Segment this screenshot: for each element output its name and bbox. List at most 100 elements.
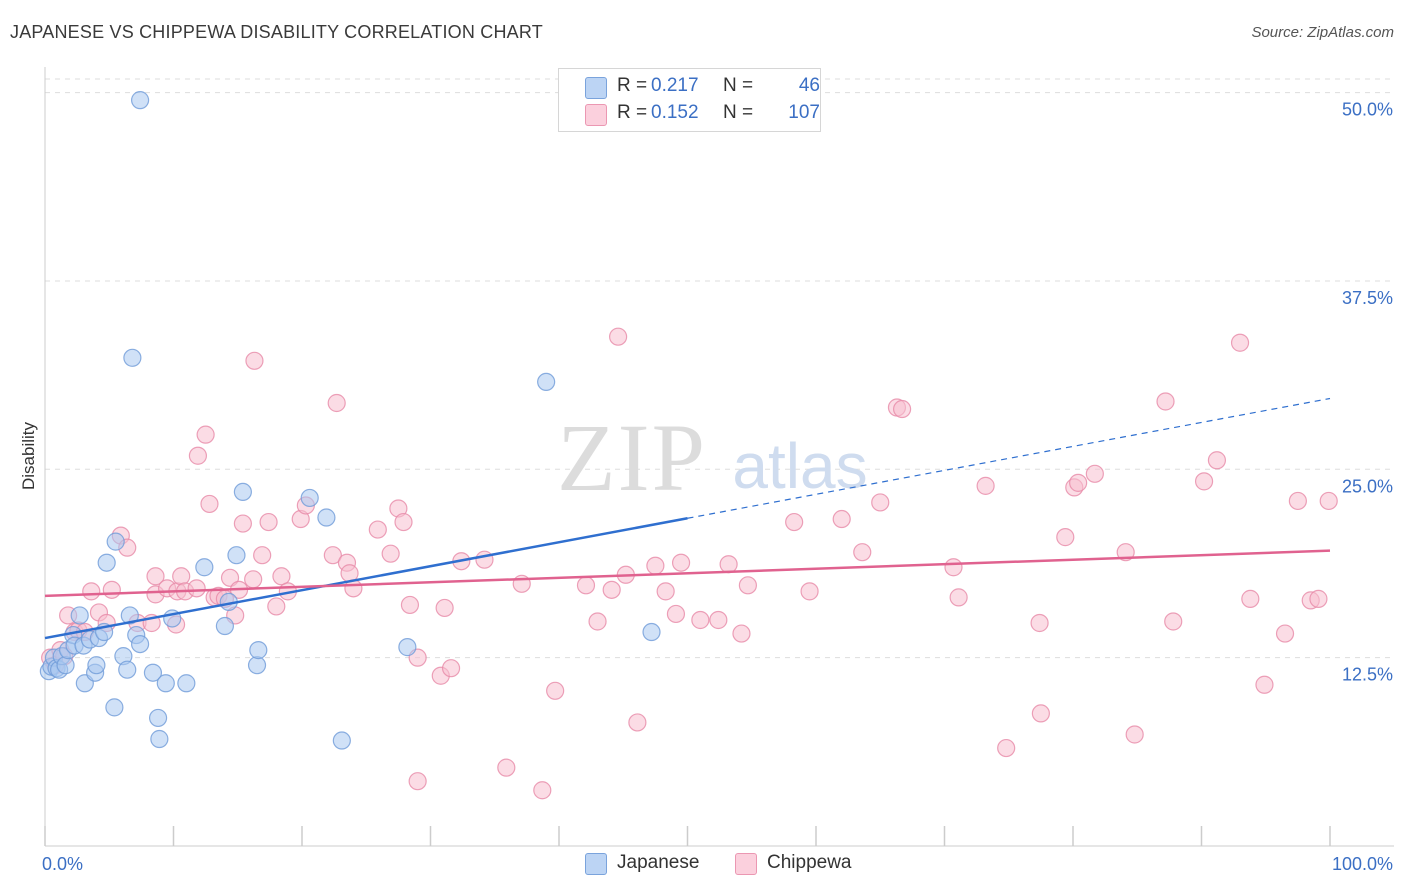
chippewa-point (368, 520, 387, 539)
chippewa-point (785, 512, 804, 532)
x-tick-label: 100.0% (1332, 854, 1393, 874)
chippewa-swatch (585, 104, 607, 126)
chippewa-point (187, 579, 206, 598)
chippewa-point (188, 446, 208, 465)
japanese-point (148, 708, 168, 728)
y-axis-label: Disability (19, 421, 38, 490)
y-tick-label: 25.0% (1342, 476, 1393, 496)
axis-labels: 12.5% 25.0% 37.5% 50.0% 0.0% 100.0% Disability (19, 100, 1393, 874)
chippewa-point (323, 546, 342, 565)
chippewa-point (832, 509, 851, 529)
japanese-point (105, 698, 124, 717)
chippewa-r-label: R = (617, 102, 648, 123)
japanese-point (398, 638, 417, 657)
japanese-trend-projection (687, 397, 1331, 519)
chippewa-point (800, 582, 819, 601)
chippewa-point (272, 567, 291, 586)
chippewa-point (200, 494, 219, 514)
chippewa-point (628, 713, 647, 732)
chippewa-point (441, 659, 461, 678)
chippewa-point (381, 544, 400, 563)
chippewa-r-value: 0.152 (651, 102, 699, 123)
x-tick-label: 0.0% (42, 854, 83, 874)
japanese-point (156, 674, 175, 693)
chippewa-point (146, 567, 165, 586)
stats-legend: R = 0.217 N = 46 R = 0.152 N = 107 (558, 68, 821, 132)
chippewa-point (609, 327, 628, 346)
chippewa-point (253, 546, 272, 565)
chippewa-point (1031, 704, 1050, 723)
chippewa-point (1156, 392, 1175, 411)
chippewa-point (1319, 491, 1338, 511)
chippewa-point (709, 610, 728, 630)
chippewa-point (671, 553, 691, 572)
chippewa-point (1241, 589, 1260, 608)
source-attribution: Source: ZipAtlas.com (1251, 24, 1394, 41)
chippewa-point (666, 604, 686, 624)
chippewa-point (1164, 612, 1183, 631)
japanese-point (130, 91, 150, 110)
trend-lines (44, 397, 1331, 640)
chippewa-point (233, 514, 252, 533)
chippewa-point (1116, 543, 1135, 562)
chart-title: JAPANESE VS CHIPPEWA DISABILITY CORRELAT… (10, 22, 543, 42)
japanese-legend-swatch (585, 853, 607, 875)
chippewa-point (1255, 675, 1274, 694)
chippewa-point (949, 588, 968, 607)
chippewa-point (327, 393, 346, 413)
chippewa-point (1030, 613, 1049, 633)
japanese-point (150, 729, 169, 749)
japanese-legend-label: Japanese (617, 852, 700, 873)
chippewa-point (976, 476, 995, 495)
watermark-zip: ZIP (557, 404, 707, 511)
japanese-trend-line (44, 517, 688, 640)
axes (44, 67, 1394, 847)
chippewa-point (196, 425, 215, 444)
watermark: ZIP atlas (557, 404, 868, 511)
chippewa-trend-line (44, 549, 1331, 598)
chippewa-point (1194, 472, 1214, 491)
chippewa-point (1125, 725, 1144, 744)
chippewa-point (102, 580, 121, 599)
chippewa-point (82, 582, 101, 601)
chippewa-point (892, 399, 912, 419)
chippewa-point (997, 738, 1016, 758)
chippewa-point (546, 681, 565, 700)
japanese-point (143, 663, 163, 682)
japanese-n-label: N = (723, 75, 754, 96)
chippewa-point (245, 351, 264, 370)
japanese-point (87, 656, 106, 675)
chippewa-point (394, 512, 413, 532)
chippewa-point (691, 610, 710, 630)
japanese-point (97, 553, 116, 572)
japanese-point (233, 482, 252, 502)
chippewa-legend-label: Chippewa (767, 852, 852, 873)
chippewa-point (435, 598, 454, 618)
y-tick-label: 50.0% (1342, 100, 1393, 120)
chippewa-point (1309, 589, 1328, 608)
chippewa-point (400, 595, 420, 615)
chippewa-point (267, 597, 286, 616)
y-tick-label: 37.5% (1342, 288, 1393, 308)
japanese-r-label: R = (617, 75, 648, 96)
chippewa-point (533, 781, 552, 800)
japanese-point (195, 558, 214, 577)
japanese-point (106, 532, 125, 551)
grid-lines (45, 78, 1394, 659)
japanese-point (118, 660, 137, 679)
chippewa-point (602, 580, 621, 599)
chippewa-point (220, 568, 240, 587)
chippewa-point (719, 555, 738, 574)
japanese-point (56, 656, 75, 675)
chippewa-point (944, 558, 963, 577)
chippewa-point (497, 758, 516, 777)
chippewa-point (259, 512, 278, 532)
japanese-r-value: 0.217 (651, 75, 699, 96)
japanese-point (332, 731, 351, 750)
chippewa-point (646, 556, 665, 575)
japanese-point (177, 674, 196, 693)
chippewa-point (408, 772, 427, 791)
chippewa-n-label: N = (723, 102, 754, 123)
chippewa-point (1056, 528, 1075, 547)
